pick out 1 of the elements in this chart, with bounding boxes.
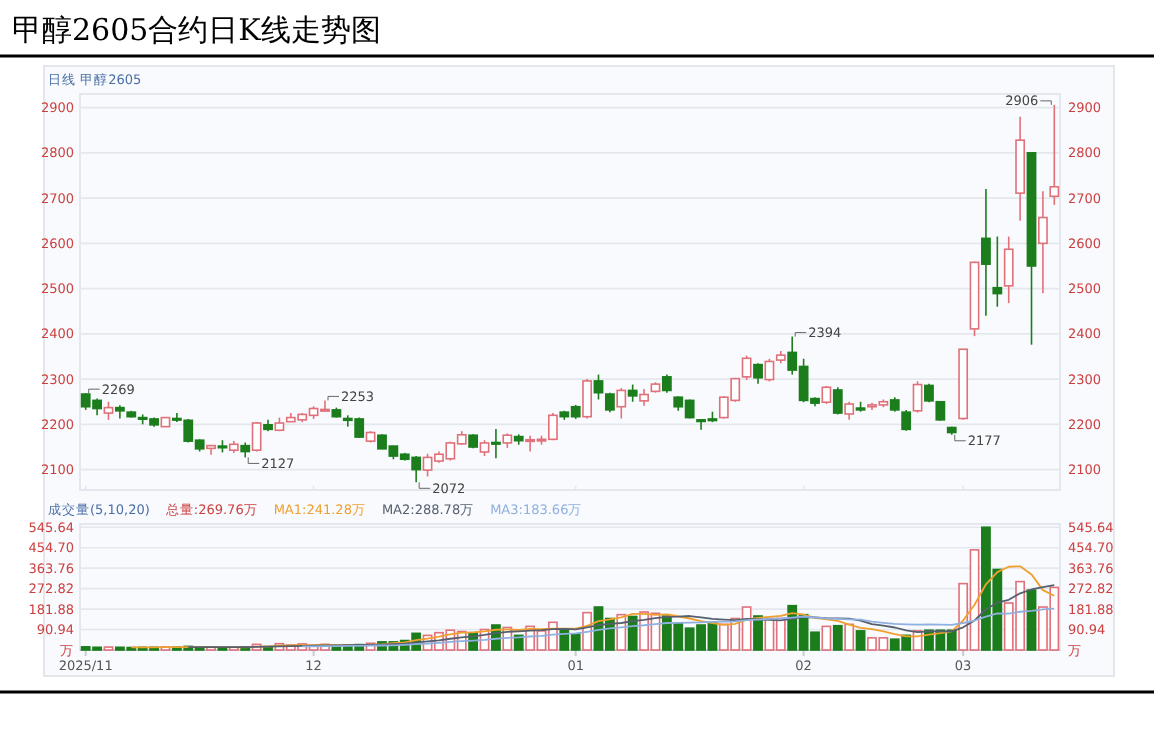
- chart-title: 甲醇2605合约日K线走势图: [12, 12, 381, 48]
